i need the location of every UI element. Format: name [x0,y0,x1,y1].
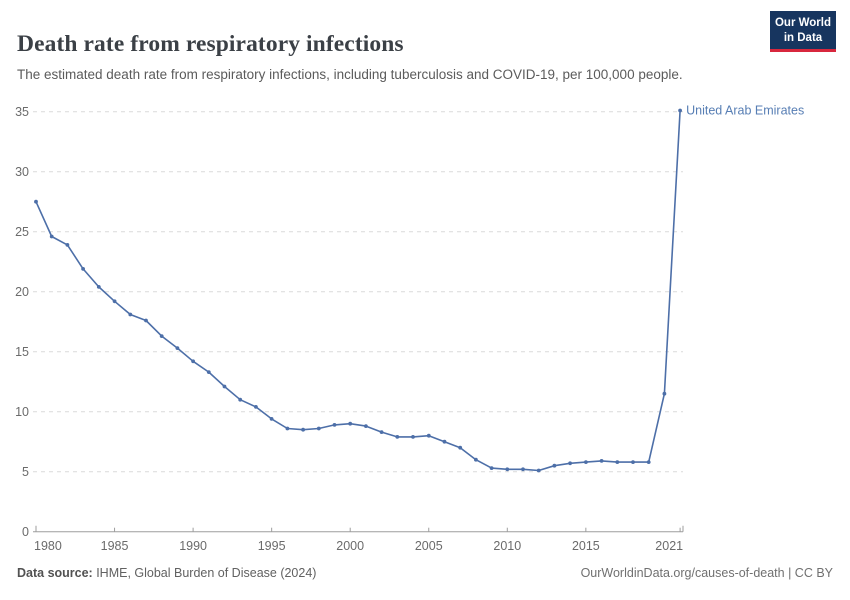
data-point [505,467,510,472]
data-point [489,466,494,470]
data-point [81,267,85,271]
data-point [238,397,243,402]
data-point [112,299,117,304]
data-point [364,424,368,428]
data-point [65,243,70,247]
data-point [521,467,525,472]
data-point [442,439,447,444]
data-point [474,457,478,462]
data-point [316,426,321,431]
data-point [49,234,54,239]
data-point [379,430,384,434]
data-point [175,346,180,350]
data-point [206,370,211,374]
x-tick-label: 2010 [493,539,521,553]
y-tick-label: 10 [15,405,29,419]
y-tick-label: 20 [15,285,29,299]
data-point [631,460,635,464]
data-point [222,384,227,389]
data-point [426,433,431,438]
x-tick-label: 2021 [655,539,683,553]
data-point [615,460,620,464]
y-tick-label: 25 [15,225,29,239]
x-tick-label: 2005 [415,539,443,553]
data-point [678,108,682,113]
data-point [536,468,541,473]
owid-logo-line2: in Data [783,31,823,44]
y-tick-label: 5 [22,465,29,479]
y-tick-label: 35 [15,105,29,119]
x-tick-label: 2000 [336,539,364,553]
data-point [96,285,101,289]
x-tick-label: 1990 [179,539,207,553]
chart-subtitle: The estimated death rate from respirator… [17,66,683,82]
data-point [552,463,557,468]
x-tick-label: 1985 [101,539,129,553]
data-point [332,423,337,427]
data-point [254,405,258,409]
credit-link[interactable]: OurWorldinData.org/causes-of-death | CC … [580,566,833,580]
data-point [411,435,415,439]
x-tick-label: 1995 [258,539,286,553]
data-point [144,318,148,323]
chart-footer: Data source: IHME, Global Burden of Dise… [17,566,833,580]
data-line [35,110,681,472]
data-point [584,460,588,464]
data-point [159,334,164,338]
data-point [646,460,651,464]
data-point [662,391,667,396]
data-point [128,312,133,317]
data-point [395,435,400,439]
owid-logo[interactable]: Our World in Data [770,11,836,52]
owid-logo-line1: Our World [774,17,831,29]
y-tick-label: 30 [15,165,29,179]
y-tick-label: 15 [15,345,29,359]
data-point [191,359,196,364]
page-title: Death rate from respiratory infections [17,30,404,57]
data-source-label: Data source: [17,566,93,580]
line-chart: 2021201520102005200019951990198519803530… [15,104,804,554]
data-point [568,461,572,466]
x-tick-label: 2015 [572,539,600,553]
data-source: Data source: IHME, Global Burden of Dise… [17,566,316,580]
y-tick-label: 0 [22,525,29,539]
data-point [301,427,305,432]
data-point [269,417,274,421]
data-point [348,421,353,426]
data-point [458,445,463,450]
x-tick-label: 1980 [34,539,62,553]
series-label: United Arab Emirates [686,104,804,118]
data-point [34,199,38,204]
data-point [599,459,604,463]
data-point [285,426,290,431]
data-source-text: IHME, Global Burden of Disease (2024) [92,566,317,580]
